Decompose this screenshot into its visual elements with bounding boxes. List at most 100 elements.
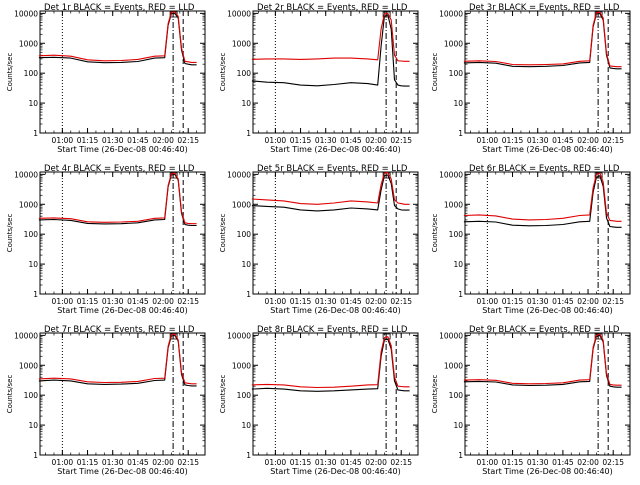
panel-title: Det 7r BLACK = Events, RED = LLD [44,325,195,335]
chart-panel-6: Det 6r BLACK = Events, RED = LLD 1 10 100 10… [431,164,631,315]
panel-title: Det 1r BLACK = Events, RED = LLD [44,3,195,13]
x-tick-label: 02:15 [602,297,624,306]
y-tick-label: 100 [449,69,464,78]
chart-panel-1: Det 1r BLACK = Events, RED = LLD 1 10 100 10… [6,3,206,154]
x-tick-label: 02:15 [177,136,199,145]
y-tick-label: 1 [458,451,463,460]
x-tick-label: 01:15 [290,458,312,467]
x-tick-label: 01:15 [502,458,524,467]
y-tick-label: 1000 [232,39,251,48]
x-tick-label: 01:00 [52,136,74,145]
x-tick-label: 01:45 [127,297,149,306]
x-axis-label: Start Time (26-Dec-08 00:46:40) [482,145,613,154]
x-tick-label: 01:30 [527,136,549,145]
x-axis-label: Start Time (26-Dec-08 00:46:40) [270,467,401,476]
y-tick-label: 10 [28,99,38,108]
x-tick-label: 01:30 [102,458,124,467]
chart-panel-8: Det 8r BLACK = Events, RED = LLD 1 10 100 10… [219,325,419,476]
y-tick-label: 10000 [227,331,251,340]
y-tick-label: 10 [453,421,463,430]
y-tick-label: 1 [246,129,251,138]
chart-panel-9: Det 9r BLACK = Events, RED = LLD 1 10 100 10… [431,325,631,476]
y-axis-label: Counts/sec [431,53,439,92]
x-tick-label: 01:30 [315,136,337,145]
x-axis-label: Start Time (26-Dec-08 00:46:40) [270,145,401,154]
lld-series-line [463,172,622,222]
y-tick-label: 1 [33,290,38,299]
chart-panel-5: Det 5r BLACK = Events, RED = LLD 1 10 100 10… [219,164,419,315]
x-tick-label: 01:15 [290,136,312,145]
y-tick-label: 100 [237,69,252,78]
y-tick-label: 1000 [232,361,251,370]
y-tick-label: 10000 [439,170,463,179]
lld-series-line [251,12,410,62]
y-axis-label: Counts/sec [6,214,14,253]
x-tick-label: 02:00 [152,297,174,306]
x-tick-label: 02:15 [390,297,412,306]
x-axis-label: Start Time (26-Dec-08 00:46:40) [270,306,401,315]
x-tick-label: 01:30 [102,297,124,306]
y-tick-label: 1 [458,129,463,138]
y-tick-label: 1000 [232,200,251,209]
y-tick-label: 1 [246,451,251,460]
y-tick-label: 1000 [19,361,38,370]
chart-panel-2: Det 2r BLACK = Events, RED = LLD 1 10 100 10… [219,3,419,154]
lld-series-line [463,333,622,386]
panel-title: Det 4r BLACK = Events, RED = LLD [44,164,195,174]
x-tick-label: 02:15 [390,136,412,145]
x-tick-label: 01:45 [552,458,574,467]
x-tick-label: 01:00 [477,136,499,145]
x-tick-label: 02:00 [577,458,599,467]
panel-title: Det 2r BLACK = Events, RED = LLD [257,3,408,13]
x-tick-label: 01:30 [102,136,124,145]
x-tick-label: 01:45 [552,136,574,145]
x-tick-label: 01:30 [527,458,549,467]
x-axis-label: Start Time (26-Dec-08 00:46:40) [57,145,188,154]
y-tick-label: 1000 [444,39,463,48]
y-tick-label: 1 [33,129,38,138]
y-tick-label: 1000 [444,200,463,209]
x-tick-label: 02:00 [365,458,387,467]
x-tick-label: 01:15 [77,136,99,145]
x-tick-label: 02:15 [177,297,199,306]
y-tick-label: 10000 [227,9,251,18]
y-tick-label: 1000 [19,200,38,209]
y-tick-label: 100 [24,230,39,239]
y-tick-label: 1000 [19,39,38,48]
plot-frame [464,171,631,295]
y-tick-label: 10000 [439,9,463,18]
lld-series-line [38,11,197,63]
y-tick-label: 10 [241,260,251,269]
x-tick-label: 02:15 [390,458,412,467]
y-axis-label: Counts/sec [219,375,227,414]
x-tick-label: 01:45 [552,297,574,306]
y-tick-label: 10000 [227,170,251,179]
x-tick-label: 01:00 [265,297,287,306]
y-tick-label: 1 [458,290,463,299]
x-tick-label: 02:15 [602,458,624,467]
y-axis-label: Counts/sec [219,214,227,253]
lld-series-line [38,333,197,385]
x-tick-label: 02:00 [577,297,599,306]
x-tick-label: 02:15 [177,458,199,467]
x-tick-label: 01:45 [340,136,362,145]
x-tick-label: 01:00 [477,458,499,467]
x-tick-label: 02:00 [152,136,174,145]
x-tick-label: 01:45 [127,458,149,467]
x-axis-label: Start Time (26-Dec-08 00:46:40) [57,306,188,315]
x-tick-label: 01:00 [265,136,287,145]
x-tick-label: 02:15 [602,136,624,145]
lld-series-line [38,172,197,225]
lld-series-line [463,11,622,68]
y-tick-label: 10000 [14,170,38,179]
y-tick-label: 100 [449,391,464,400]
x-tick-label: 02:00 [365,297,387,306]
y-tick-label: 1 [246,290,251,299]
lld-series-line [251,336,410,389]
y-tick-label: 100 [24,391,39,400]
y-tick-label: 10 [241,99,251,108]
x-tick-label: 01:30 [315,458,337,467]
y-tick-label: 10 [453,260,463,269]
x-tick-label: 01:15 [502,136,524,145]
